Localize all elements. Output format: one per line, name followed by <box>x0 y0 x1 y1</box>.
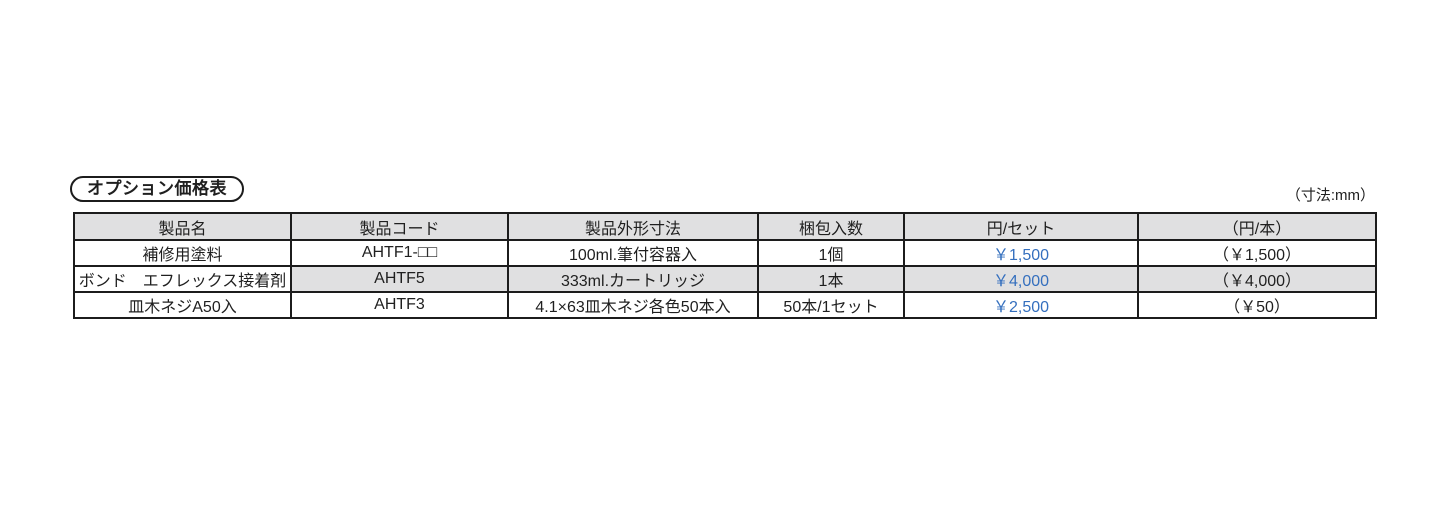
option-price-table: 製品名 製品コード 製品外形寸法 梱包入数 円/セット （円/本） 補修用塗料 … <box>73 212 1377 319</box>
cell-product-dimensions: 4.1×63皿木ネジ各色50本入 <box>507 291 759 319</box>
cell-pack-quantity: 1個 <box>757 239 905 267</box>
table-header-row: 製品名 製品コード 製品外形寸法 梱包入数 円/セット （円/本） <box>73 212 1377 241</box>
header-yen-per-piece: （円/本） <box>1137 212 1377 241</box>
cell-product-code: AHTF3 <box>290 291 509 319</box>
header-yen-per-set: 円/セット <box>903 212 1139 241</box>
header-product-code: 製品コード <box>290 212 509 241</box>
cell-product-code: AHTF5 <box>290 265 509 293</box>
cell-yen-per-set: ￥2,500 <box>903 291 1139 319</box>
header-pack-quantity: 梱包入数 <box>757 212 905 241</box>
cell-product-name: ボンド エフレックス接着剤 <box>73 265 292 293</box>
unit-note: （寸法:mm） <box>1285 187 1375 204</box>
cell-product-code: AHTF1-□□ <box>290 239 509 267</box>
cell-product-dimensions: 333ml.カートリッジ <box>507 265 759 293</box>
table-row: ボンド エフレックス接着剤 AHTF5 333ml.カートリッジ 1本 ￥4,0… <box>73 265 1377 293</box>
cell-pack-quantity: 1本 <box>757 265 905 293</box>
header-product-name: 製品名 <box>73 212 292 241</box>
cell-yen-per-set: ￥4,000 <box>903 265 1139 293</box>
header-product-dimensions: 製品外形寸法 <box>507 212 759 241</box>
cell-product-name: 皿木ネジA50入 <box>73 291 292 319</box>
cell-yen-per-piece: （￥4,000） <box>1137 265 1377 293</box>
cell-product-name: 補修用塗料 <box>73 239 292 267</box>
page-title: オプション価格表 <box>70 176 244 202</box>
table-row: 補修用塗料 AHTF1-□□ 100ml.筆付容器入 1個 ￥1,500 （￥1… <box>73 239 1377 267</box>
cell-pack-quantity: 50本/1セット <box>757 291 905 319</box>
cell-yen-per-set: ￥1,500 <box>903 239 1139 267</box>
table-row: 皿木ネジA50入 AHTF3 4.1×63皿木ネジ各色50本入 50本/1セット… <box>73 291 1377 319</box>
cell-yen-per-piece: （￥1,500） <box>1137 239 1377 267</box>
cell-product-dimensions: 100ml.筆付容器入 <box>507 239 759 267</box>
cell-yen-per-piece: （￥50） <box>1137 291 1377 319</box>
